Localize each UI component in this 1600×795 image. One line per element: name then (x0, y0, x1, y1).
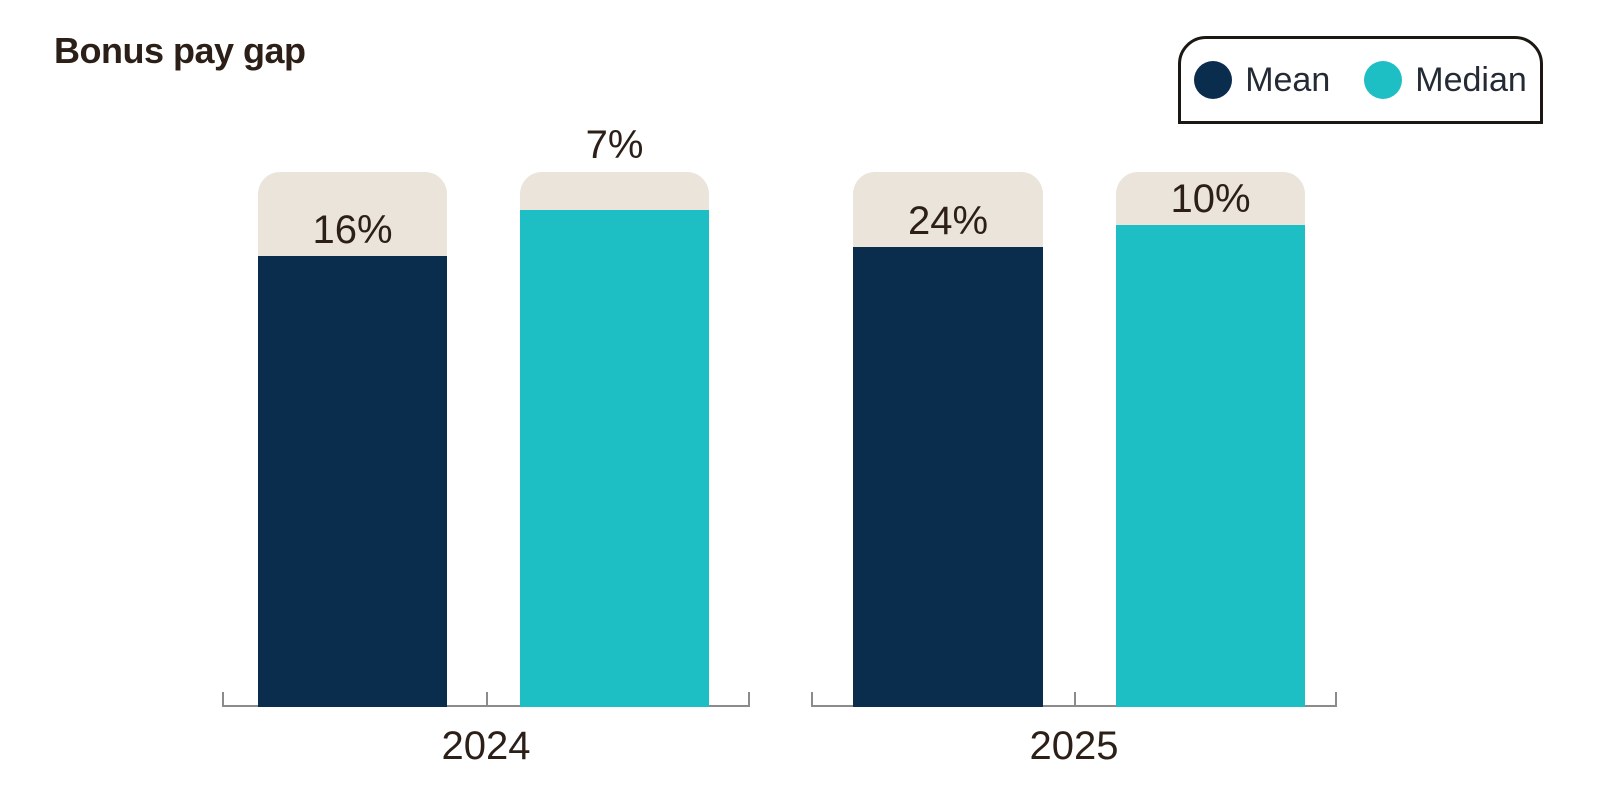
category-label-2024: 2024 (441, 724, 531, 768)
legend: Mean Median (1178, 36, 1543, 124)
bar-2025-mean: 24% (853, 172, 1043, 707)
legend-item-median: Median (1364, 61, 1527, 100)
legend-item-mean: Mean (1194, 61, 1330, 100)
category-label-2025: 2025 (1029, 724, 1119, 768)
axis-tick-2024-2 (748, 692, 750, 707)
bar-value-label-2024-mean: 16% (312, 208, 393, 252)
axis-tick-2024-0 (222, 692, 224, 707)
axis-tick-2025-2 (1335, 692, 1337, 707)
legend-label-mean: Mean (1245, 60, 1331, 99)
bar-fill-2025-mean (853, 247, 1043, 707)
bar-2025-median: 10% (1116, 172, 1305, 707)
axis-tick-2025-1 (1074, 692, 1076, 707)
chart-title: Bonus pay gap (54, 30, 306, 71)
axis-tick-2025-0 (811, 692, 813, 707)
bar-value-label-2024-median: 7% (585, 123, 644, 167)
median-color-swatch-icon (1364, 61, 1403, 99)
bar-fill-2025-median (1116, 225, 1305, 707)
mean-color-swatch-icon (1194, 61, 1233, 99)
bar-value-label-2025-mean: 24% (907, 199, 989, 243)
bar-value-label-2025-median: 10% (1170, 177, 1251, 221)
axis-tick-2024-1 (486, 692, 488, 707)
bar-2024-median: 7% (520, 123, 709, 707)
legend-label-median: Median (1415, 60, 1527, 99)
bar-2024-mean: 16% (258, 172, 447, 707)
bar-fill-2024-median (520, 210, 709, 707)
bar-fill-2024-mean (258, 256, 447, 707)
